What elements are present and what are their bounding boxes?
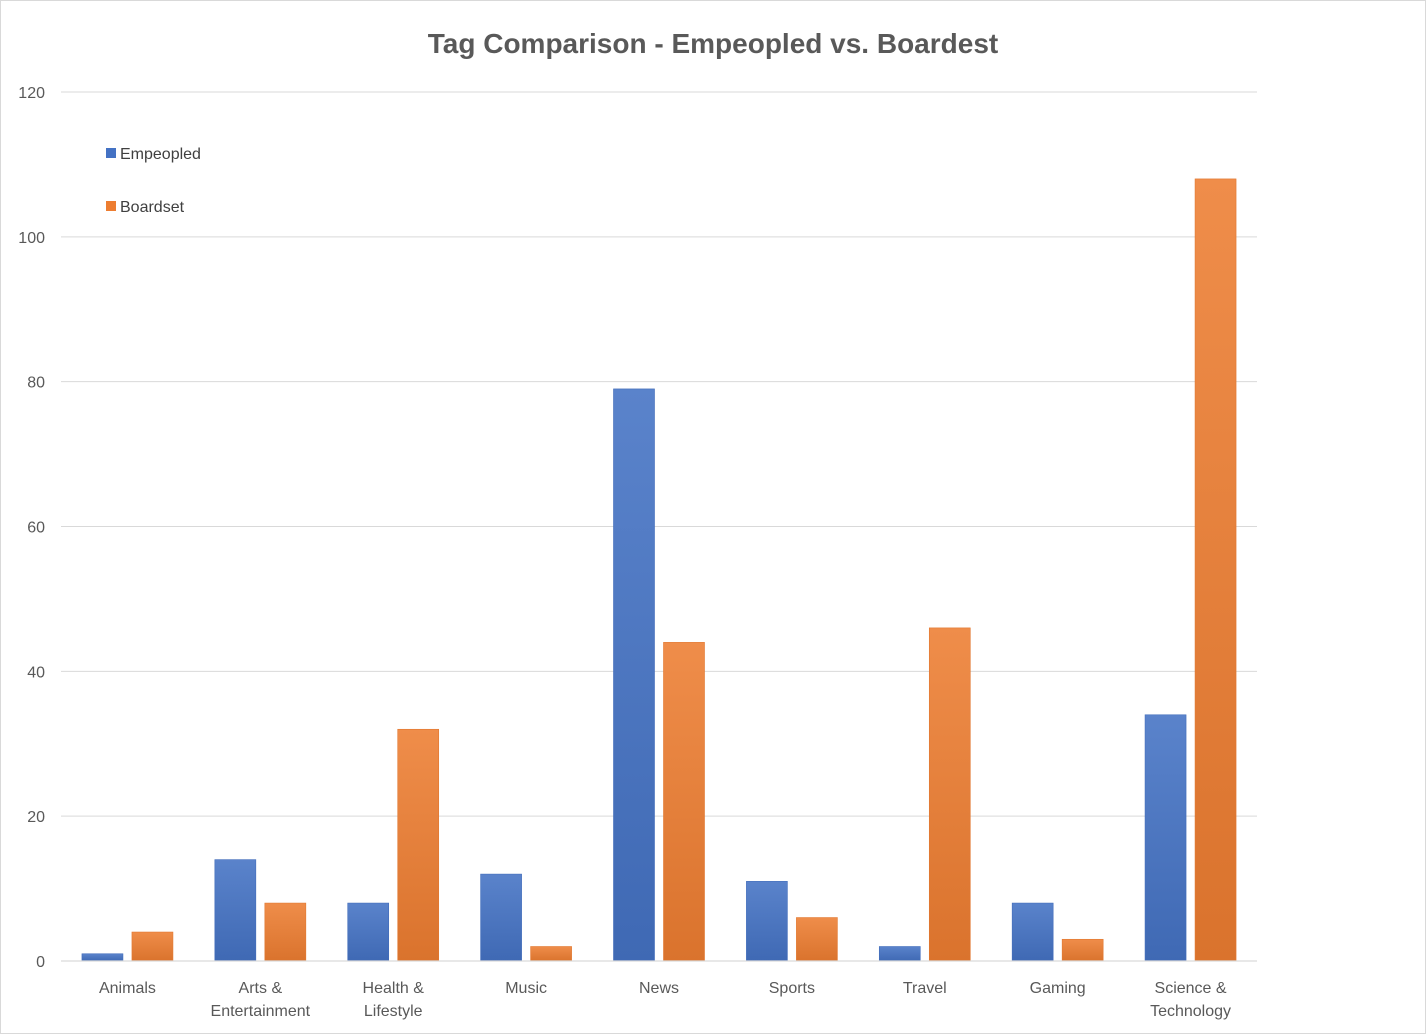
bar-boardset bbox=[663, 642, 705, 962]
x-tick-label: Travel bbox=[903, 980, 947, 997]
bar-empeopled bbox=[1011, 902, 1054, 962]
x-tick-label: Sports bbox=[769, 980, 815, 997]
bar-empeopled bbox=[214, 859, 257, 962]
bar-empeopled bbox=[746, 881, 788, 962]
x-tick-label: Health & bbox=[363, 980, 425, 997]
x-tick-label: Entertainment bbox=[211, 1003, 311, 1020]
y-tick-label: 0 bbox=[36, 954, 45, 971]
bar-boardset bbox=[131, 931, 174, 962]
y-tick-label: 60 bbox=[27, 520, 45, 537]
x-tick-label: News bbox=[639, 980, 679, 997]
y-tick-label: 40 bbox=[27, 664, 45, 681]
bar-boardset bbox=[928, 627, 971, 962]
y-tick-label: 20 bbox=[27, 809, 45, 826]
bar-empeopled bbox=[480, 873, 522, 962]
bar-empeopled bbox=[878, 946, 921, 962]
bar-layer bbox=[81, 178, 1237, 962]
axis-layer: 0 20 40 60 80 100 120 Animals Arts & Entertainmen… bbox=[18, 85, 1257, 1020]
legend: Empeopled Boardset bbox=[106, 146, 201, 216]
bar-boardset bbox=[397, 728, 440, 962]
bar-boardset bbox=[796, 917, 838, 962]
legend-swatch-boardset bbox=[106, 201, 116, 211]
y-tick-label: 100 bbox=[18, 230, 45, 247]
bar-boardset bbox=[1194, 178, 1237, 962]
x-tick-label: Technology bbox=[1150, 1003, 1231, 1020]
x-tick-label: Music bbox=[505, 980, 547, 997]
bar-empeopled bbox=[613, 388, 655, 962]
chart-title: Tag Comparison - Empeopled vs. Boardest bbox=[428, 28, 998, 59]
y-tick-label: 120 bbox=[18, 85, 45, 102]
x-tick-label: Lifestyle bbox=[364, 1003, 423, 1020]
x-tick-label: Animals bbox=[99, 980, 156, 997]
x-tick-label: Gaming bbox=[1030, 980, 1086, 997]
bar-empeopled bbox=[81, 953, 124, 962]
y-tick-label: 80 bbox=[27, 375, 45, 392]
legend-label-empeopled: Empeopled bbox=[120, 146, 201, 163]
bar-empeopled bbox=[1144, 714, 1187, 962]
x-tick-label: Arts & bbox=[239, 980, 283, 997]
bar-boardset bbox=[1061, 938, 1104, 962]
grid-layer bbox=[61, 91, 1257, 817]
bar-boardset bbox=[530, 946, 572, 962]
legend-swatch-empeopled bbox=[106, 148, 116, 158]
x-tick-label: Science & bbox=[1155, 980, 1227, 997]
legend-label-boardset: Boardset bbox=[120, 199, 185, 216]
bar-empeopled bbox=[347, 902, 390, 962]
bar-boardset bbox=[264, 902, 307, 962]
